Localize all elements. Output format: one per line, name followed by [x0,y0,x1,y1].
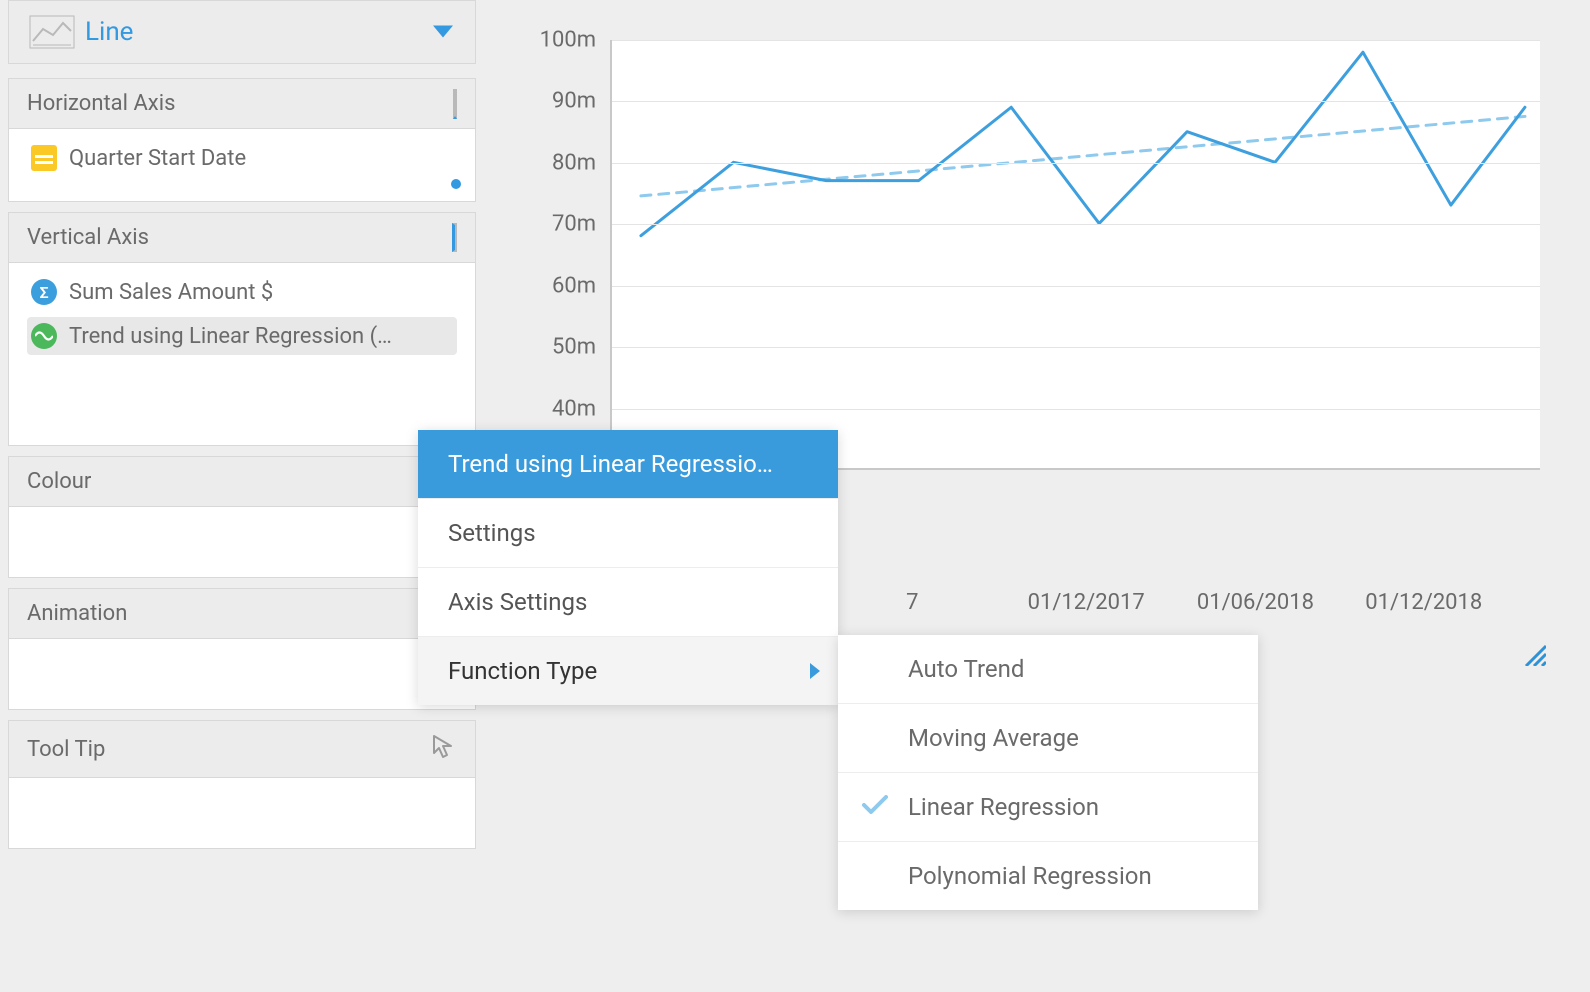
vertical-axis-field-sum[interactable]: Σ Sum Sales Amount $ [27,273,457,311]
animation-header[interactable]: Animation [9,589,475,639]
line-chart-icon [29,15,85,49]
config-panel: Line Horizontal Axis Quarter Start Date … [8,0,476,859]
gridline [612,409,1540,410]
context-menu-item-axis-settings-label: Axis Settings [448,588,587,616]
tooltip-title: Tool Tip [27,737,105,762]
horizontal-axis-title: Horizontal Axis [27,91,175,116]
horizontal-axis-section: Horizontal Axis Quarter Start Date [8,78,476,202]
function-type-submenu: Auto Trend Moving Average Linear Regress… [838,635,1258,910]
vertical-axis-indicator-icon [452,225,457,250]
context-menu-title: Trend using Linear Regressio… [418,430,838,499]
horizontal-axis-header[interactable]: Horizontal Axis [9,79,475,129]
field-indicator-dot-icon [451,179,461,189]
animation-title: Animation [27,601,127,626]
gridline [612,286,1540,287]
check-icon [862,793,888,821]
vertical-axis-field-sum-label: Sum Sales Amount $ [69,280,273,305]
y-tick: 80m [552,150,596,175]
context-menu: Trend using Linear Regressio… Settings A… [418,430,838,705]
y-tick: 50m [552,335,596,360]
x-tick: 7 [906,590,918,615]
gridline [612,347,1540,348]
cursor-icon [431,733,457,765]
gridline [612,40,1540,41]
context-menu-item-axis-settings[interactable]: Axis Settings [418,568,838,637]
chart-type-label: Line [85,17,133,47]
submenu-item-polynomial-regression[interactable]: Polynomial Regression [838,842,1258,910]
x-tick: 01/12/2018 [1365,590,1482,615]
gridline [612,163,1540,164]
vertical-axis-title: Vertical Axis [27,225,149,250]
context-menu-title-label: Trend using Linear Regressio… [448,450,773,478]
vertical-axis-section: Vertical Axis Σ Sum Sales Amount $ Trend… [8,212,476,446]
y-tick: 90m [552,89,596,114]
chart-plot [610,40,1540,470]
submenu-item-linear-regression-label: Linear Regression [908,793,1099,821]
submenu-item-auto-trend[interactable]: Auto Trend [838,635,1258,704]
gridline [612,101,1540,102]
colour-section: Colour [8,456,476,578]
animation-dropzone[interactable] [9,639,475,709]
gridline [612,224,1540,225]
tooltip-header[interactable]: Tool Tip [9,721,475,778]
submenu-item-moving-average[interactable]: Moving Average [838,704,1258,773]
context-menu-item-function-type[interactable]: Function Type [418,637,838,705]
chevron-down-icon [433,23,453,42]
vertical-axis-header[interactable]: Vertical Axis [9,213,475,263]
colour-dropzone[interactable] [9,507,475,577]
submenu-item-polynomial-regression-label: Polynomial Regression [908,862,1152,890]
y-tick: 60m [552,273,596,298]
submenu-item-auto-trend-label: Auto Trend [908,655,1024,683]
colour-header[interactable]: Colour [9,457,475,507]
chevron-right-icon [810,657,820,685]
y-tick: 100m [540,28,596,53]
chart-svg [612,40,1540,468]
horizontal-axis-indicator-icon [453,91,457,116]
submenu-item-linear-regression[interactable]: Linear Regression [838,773,1258,842]
animation-section: Animation [8,588,476,710]
sigma-icon: Σ [31,279,57,305]
y-tick: 40m [552,396,596,421]
chart-type-selector[interactable]: Line [8,0,476,64]
x-tick: 01/06/2018 [1197,590,1314,615]
tooltip-dropzone[interactable] [9,778,475,848]
calendar-icon [31,145,57,171]
context-menu-item-settings-label: Settings [448,519,536,547]
y-tick: 70m [552,212,596,237]
horizontal-axis-field-label: Quarter Start Date [69,146,246,171]
horizontal-axis-field[interactable]: Quarter Start Date [27,139,457,177]
submenu-item-moving-average-label: Moving Average [908,724,1079,752]
context-menu-item-function-type-label: Function Type [448,657,597,685]
tooltip-section: Tool Tip [8,720,476,849]
vertical-axis-field-trend[interactable]: Trend using Linear Regression (… [27,317,457,355]
context-menu-item-settings[interactable]: Settings [418,499,838,568]
resize-handle-icon[interactable] [1520,640,1546,674]
wave-icon [31,323,57,349]
vertical-axis-field-trend-label: Trend using Linear Regression (… [69,324,392,349]
colour-title: Colour [27,469,91,494]
x-tick: 01/12/2017 [1028,590,1145,615]
